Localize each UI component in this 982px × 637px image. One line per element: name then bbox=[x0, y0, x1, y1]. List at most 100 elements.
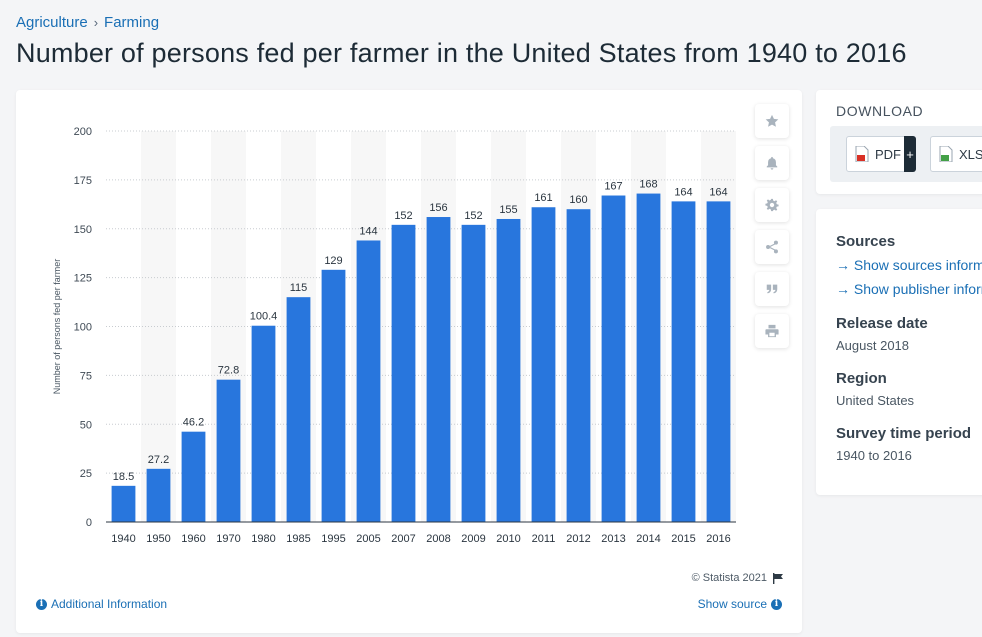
show-publisher-label: Show publisher information bbox=[853, 281, 982, 297]
data-label: 72.8 bbox=[218, 365, 239, 377]
star-icon bbox=[765, 114, 779, 127]
sources-heading: Sources bbox=[836, 233, 896, 250]
release-date-heading: Release date bbox=[836, 315, 928, 332]
breadcrumb-separator: › bbox=[93, 15, 99, 30]
x-tick-label: 2005 bbox=[356, 533, 380, 545]
data-label: 100.4 bbox=[250, 311, 278, 323]
bar-1940 bbox=[111, 485, 136, 522]
bar-chart: 0 25 50 75 100 125 150 175 200 18.5 1940 27.2 1950 46… bbox=[52, 126, 736, 545]
y-tick-label: 150 bbox=[74, 224, 92, 236]
y-tick-label: 75 bbox=[80, 370, 92, 382]
bar-2015 bbox=[671, 201, 696, 522]
data-label: 156 bbox=[429, 202, 447, 214]
credit-text: © Statista 2021 bbox=[691, 572, 767, 584]
x-tick-label: 1995 bbox=[321, 533, 345, 545]
print-button[interactable] bbox=[755, 314, 789, 348]
y-tick-label: 200 bbox=[74, 126, 92, 138]
bar-2014 bbox=[636, 193, 661, 522]
bar-2013 bbox=[601, 195, 626, 522]
data-label: 129 bbox=[324, 255, 342, 267]
statistic-details-panel: Sources → Show sources information → Sho… bbox=[816, 209, 982, 495]
x-tick-label: 2010 bbox=[496, 533, 520, 545]
data-label: 161 bbox=[534, 192, 552, 204]
y-tick-label: 50 bbox=[80, 419, 92, 431]
show-source-link[interactable]: Show source i bbox=[698, 597, 782, 611]
page-title: Number of persons fed per farmer in the … bbox=[16, 38, 907, 68]
breadcrumb: Agriculture › Farming bbox=[16, 14, 159, 31]
x-tick-label: 1940 bbox=[111, 533, 135, 545]
y-tick-label: 125 bbox=[74, 273, 92, 285]
data-label: 115 bbox=[290, 282, 308, 294]
info-icon: i bbox=[771, 598, 782, 610]
bar-2008 bbox=[426, 217, 451, 522]
pdf-options-plus[interactable]: + bbox=[904, 136, 916, 172]
data-label: 27.2 bbox=[148, 454, 169, 466]
download-panel: DOWNLOAD PDF + XLS bbox=[816, 90, 982, 194]
data-label: 152 bbox=[394, 210, 412, 222]
gear-icon bbox=[765, 198, 779, 212]
arrow-right-icon: → bbox=[836, 281, 850, 297]
x-tick-label: 2016 bbox=[706, 533, 730, 545]
data-label: 155 bbox=[499, 204, 517, 216]
x-tick-label: 1970 bbox=[216, 533, 240, 545]
bar-1995 bbox=[321, 269, 346, 522]
region-value: United States bbox=[836, 393, 915, 408]
data-label: 18.5 bbox=[113, 471, 134, 483]
pdf-label: PDF bbox=[875, 146, 901, 162]
download-tray: PDF + XLS bbox=[830, 126, 982, 182]
bar-2011 bbox=[531, 207, 556, 522]
bar-2010 bbox=[496, 218, 521, 522]
xls-label: XLS bbox=[959, 146, 982, 162]
flag-icon[interactable] bbox=[772, 572, 784, 584]
arrow-right-icon: → bbox=[836, 257, 850, 273]
breadcrumb-agriculture[interactable]: Agriculture bbox=[16, 14, 88, 31]
bar-2016 bbox=[706, 201, 731, 522]
bar-1985 bbox=[286, 297, 311, 522]
bar-1960 bbox=[181, 431, 206, 522]
bar-1950 bbox=[146, 468, 171, 522]
bar-2007 bbox=[391, 224, 416, 522]
additional-information-label: Additional Information bbox=[51, 597, 168, 611]
show-publisher-link[interactable]: → Show publisher information bbox=[836, 281, 982, 297]
x-tick-label: 1950 bbox=[146, 533, 170, 545]
data-label: 152 bbox=[464, 210, 482, 222]
pdf-download-button[interactable]: PDF + bbox=[846, 136, 916, 172]
xls-file-icon bbox=[939, 146, 953, 162]
x-tick-label: 2009 bbox=[461, 533, 485, 545]
x-tick-label: 2014 bbox=[636, 533, 660, 545]
share-button[interactable] bbox=[755, 230, 789, 264]
cite-button[interactable] bbox=[755, 272, 789, 306]
data-label: 46.2 bbox=[183, 417, 204, 429]
breadcrumb-farming[interactable]: Farming bbox=[104, 14, 160, 31]
y-tick-label: 25 bbox=[80, 468, 92, 480]
pdf-file-icon bbox=[855, 146, 869, 162]
show-sources-link[interactable]: → Show sources information bbox=[836, 257, 982, 273]
bar-1970 bbox=[216, 379, 241, 522]
data-label: 168 bbox=[639, 179, 657, 191]
y-tick-label: 175 bbox=[74, 175, 92, 187]
bar-2009 bbox=[461, 224, 486, 522]
survey-period-heading: Survey time period bbox=[836, 425, 972, 442]
show-source-label: Show source bbox=[697, 597, 767, 611]
x-tick-label: 1985 bbox=[286, 533, 310, 545]
favorite-button[interactable] bbox=[755, 104, 789, 138]
bar-2005 bbox=[356, 240, 381, 523]
x-tick-label: 2015 bbox=[671, 533, 695, 545]
settings-button[interactable] bbox=[755, 188, 789, 222]
y-tick-label: 100 bbox=[74, 322, 92, 334]
share-icon bbox=[766, 240, 778, 254]
x-tick-label: 2013 bbox=[601, 533, 625, 545]
additional-information-link[interactable]: i Additional Information bbox=[36, 597, 167, 611]
chart-card: 0 25 50 75 100 125 150 175 200 18.5 1940 27.2 1950 46… bbox=[16, 90, 802, 633]
x-tick-label: 2011 bbox=[532, 533, 556, 545]
statista-credit: © Statista 2021 bbox=[692, 572, 784, 584]
download-title: DOWNLOAD bbox=[836, 103, 924, 119]
xls-download-button[interactable]: XLS bbox=[930, 136, 982, 172]
data-label: 164 bbox=[674, 186, 692, 198]
notification-button[interactable] bbox=[755, 146, 789, 180]
y-tick-label: 0 bbox=[86, 517, 92, 529]
print-icon bbox=[765, 324, 779, 338]
bar-2012 bbox=[566, 209, 591, 522]
survey-period-value: 1940 to 2016 bbox=[836, 448, 912, 463]
plot-band bbox=[141, 131, 176, 522]
